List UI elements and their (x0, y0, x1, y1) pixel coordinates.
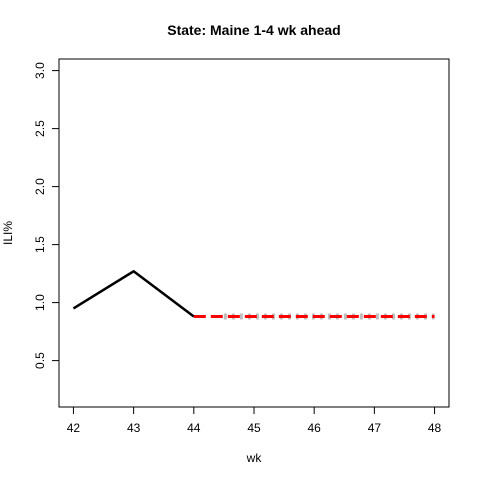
x-tick-label: 42 (67, 421, 81, 435)
y-tick-label: 3.0 (33, 62, 47, 79)
y-axis: 0.5 1.0 1.5 2.0 2.5 3.0 (33, 62, 60, 369)
x-tick-label: 47 (368, 421, 382, 435)
x-tick-label: 46 (308, 421, 322, 435)
plot-frame (58, 58, 450, 408)
y-tick-label: 2.0 (33, 178, 47, 195)
y-tick-label: 0.5 (33, 352, 47, 369)
series-line-observed (72, 270, 195, 318)
x-axis: 42 43 44 45 46 47 48 (67, 406, 442, 435)
y-tick-label: 2.5 (33, 120, 47, 137)
y-tick-label: 1.0 (33, 294, 47, 311)
chart-title: State: Maine 1-4 wk ahead (167, 22, 341, 38)
x-axis-label: wk (246, 451, 263, 465)
y-tick-label: 1.5 (33, 236, 47, 253)
x-tick-label: 43 (127, 421, 141, 435)
x-tick-label: 48 (428, 421, 442, 435)
x-tick-label: 45 (247, 421, 261, 435)
series-layer (72, 270, 435, 320)
x-tick-label: 44 (187, 421, 201, 435)
y-axis-label: ILI% (1, 221, 15, 245)
